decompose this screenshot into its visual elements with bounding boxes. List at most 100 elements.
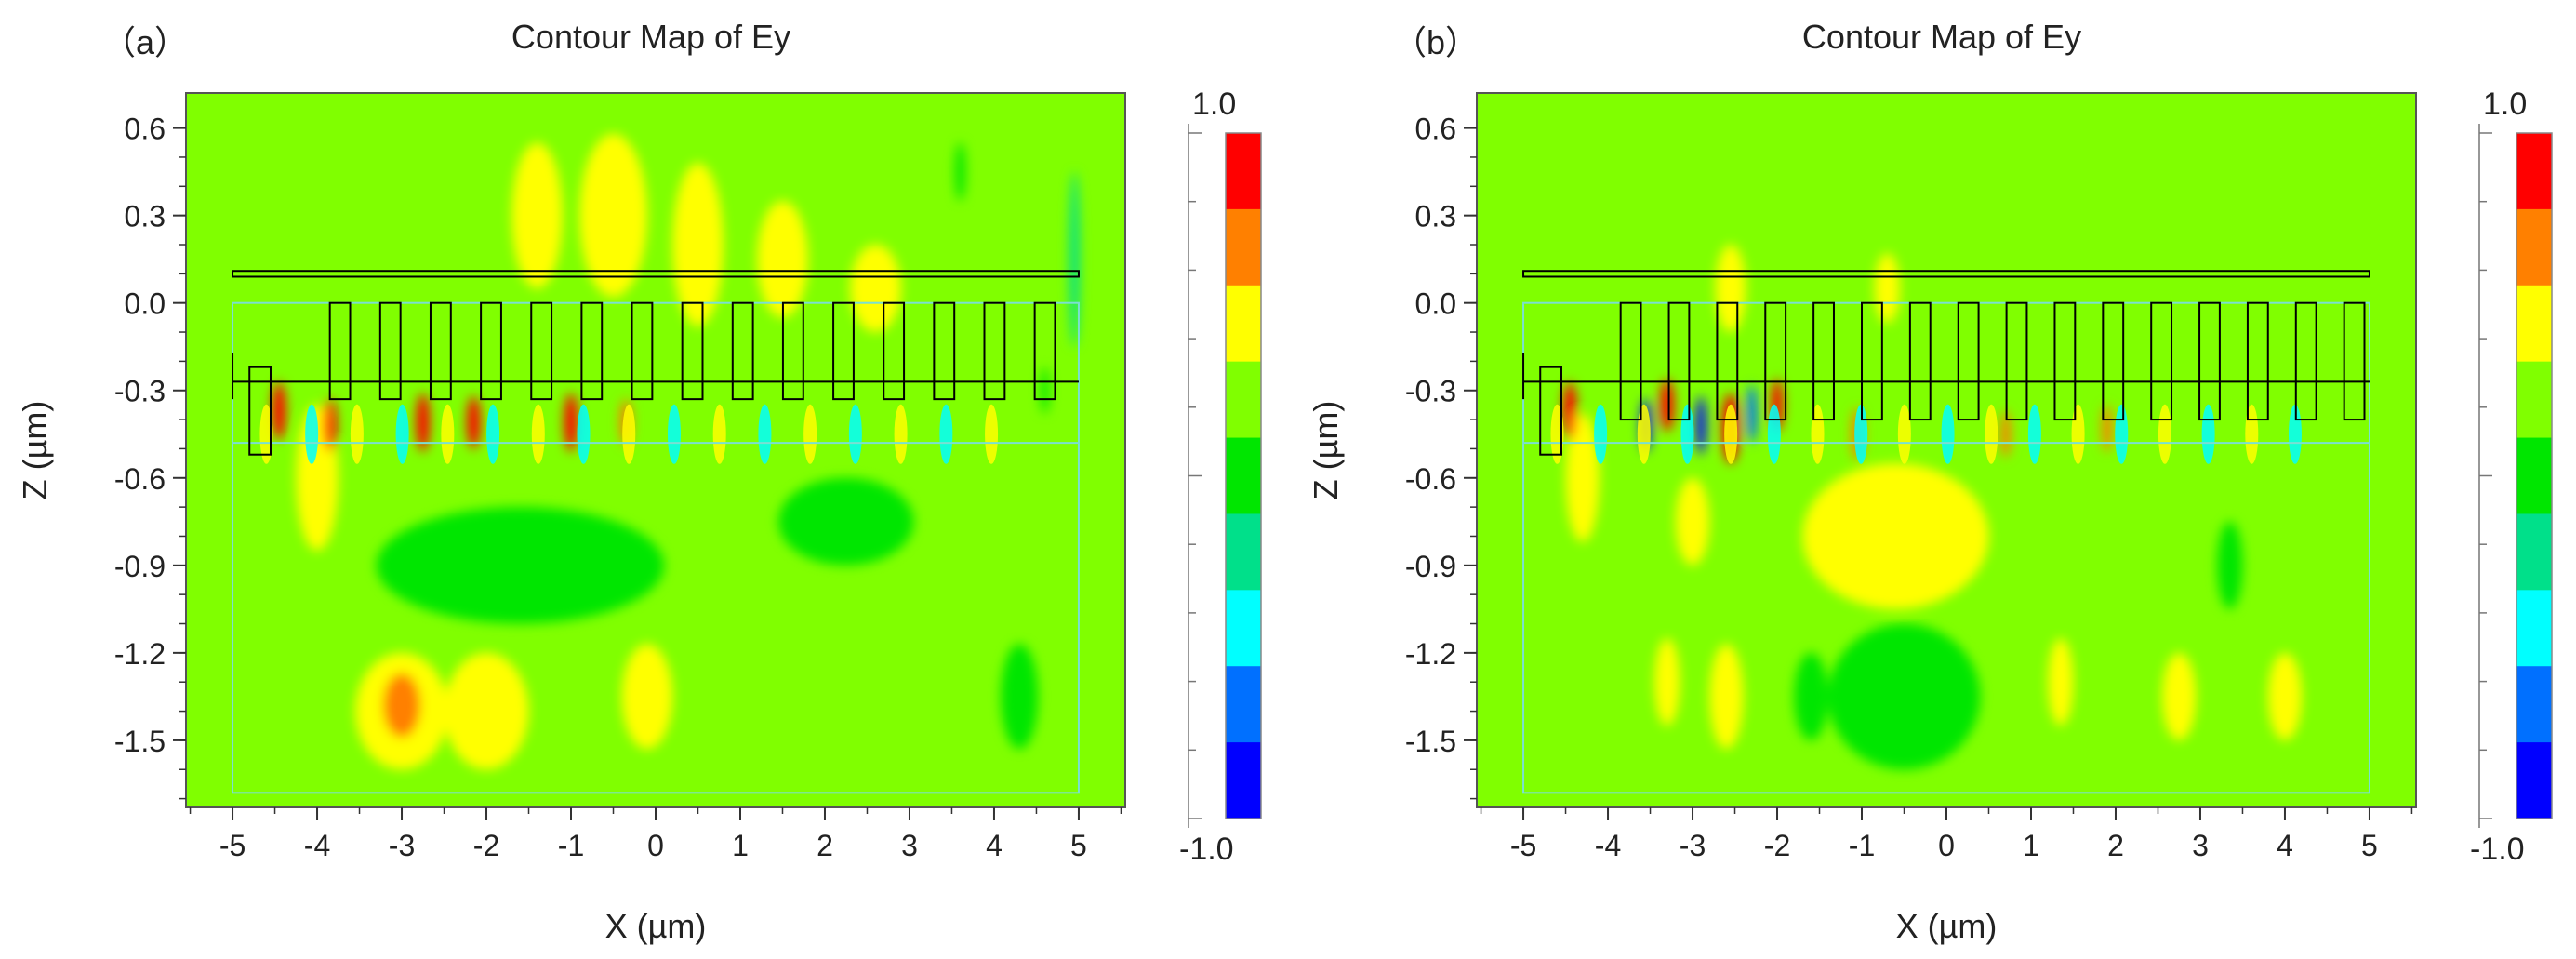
- y-tick-label: 0.3: [125, 200, 166, 233]
- fringe-mark: [939, 404, 953, 464]
- fringe-mark: [1767, 404, 1781, 464]
- colorbar-segment: [2516, 208, 2552, 286]
- grating-tooth: [328, 301, 352, 401]
- fringe-mark: [259, 404, 273, 464]
- plot-area: [186, 93, 1125, 807]
- colorbar-segment: [2516, 742, 2552, 819]
- y-tick-label: -1.2: [1405, 637, 1456, 671]
- y-axis-label: Z (µm): [1307, 401, 1345, 500]
- y-tick-label: 0.6: [125, 113, 166, 146]
- x-tick-label: 4: [986, 829, 1003, 862]
- x-tick-label: 3: [901, 829, 918, 862]
- colorbar-max-label: 1.0: [2483, 87, 2527, 122]
- field-contour: [2000, 410, 2012, 458]
- x-axis-label: X (µm): [605, 907, 707, 945]
- x-tick-label: -2: [1764, 829, 1790, 862]
- fringe-mark: [350, 404, 364, 464]
- y-tick-label: -1.2: [114, 637, 166, 671]
- x-tick-label: -2: [473, 829, 499, 862]
- y-tick-label: -0.9: [1405, 550, 1456, 583]
- field-contour: [2162, 652, 2197, 740]
- field-contour: [672, 163, 724, 326]
- grating-tooth: [2053, 301, 2077, 421]
- grating-tooth: [1716, 301, 1739, 421]
- y-tick-label: 0.6: [1415, 113, 1456, 146]
- grating-tooth: [1812, 301, 1835, 421]
- field-contour: [2267, 652, 2303, 740]
- grating-tooth: [631, 301, 654, 401]
- fringe-mark: [848, 404, 862, 464]
- simulation-region: [1522, 301, 2370, 794]
- field-contour: [1715, 245, 1746, 333]
- colorbar-segment: [1226, 437, 1261, 514]
- chart-title: Contour Map of Ey: [511, 18, 790, 56]
- x-tick-label: 5: [1070, 829, 1087, 862]
- fringe-mark: [2027, 404, 2041, 464]
- grating-tooth: [1667, 301, 1691, 421]
- fringe-mark: [1985, 404, 1998, 464]
- colorbar-segment: [2516, 133, 2552, 210]
- fringe-mark: [1680, 404, 1694, 464]
- colorbar-segment: [1226, 361, 1261, 439]
- grating-tooth: [2246, 301, 2269, 421]
- x-tick-label: 2: [817, 829, 833, 862]
- field-contour: [1874, 253, 1900, 324]
- fringe-mark: [803, 404, 817, 464]
- field-contour: [272, 381, 286, 441]
- field-contour: [1695, 396, 1706, 455]
- grating-tooth: [1957, 301, 1980, 421]
- y-tick-label: -0.6: [1405, 462, 1456, 496]
- x-tick-label: 0: [1938, 829, 1955, 862]
- colorbar: 1.0 -1.0: [1179, 87, 1262, 867]
- field-contour: [1746, 384, 1758, 444]
- x-tick-label: -5: [1510, 829, 1536, 862]
- fringe-mark: [667, 404, 681, 464]
- field-contour: [323, 399, 337, 452]
- field-contour: [511, 142, 563, 289]
- field-contour: [1709, 644, 1744, 750]
- fringe-mark: [1594, 404, 1608, 464]
- y-axis: 0.6 0.3 0.0 -0.3 -0.6 -0.9 -1.2 -1.5: [1405, 113, 1477, 800]
- x-tick-label: 2: [2107, 829, 2124, 862]
- cladding-outline: [1522, 270, 2370, 278]
- grating-tooth: [983, 301, 1006, 401]
- y-tick-label: 0.0: [125, 287, 166, 321]
- field-contour: [383, 673, 421, 738]
- colorbar-min-label: -1.0: [2470, 832, 2525, 867]
- field-contour: [1565, 413, 1600, 542]
- colorbar-segment: [1226, 208, 1261, 286]
- fringe-mark: [577, 404, 591, 464]
- y-tick-label: -1.5: [114, 725, 166, 758]
- grating-tooth: [781, 301, 804, 401]
- x-tick-label: 1: [2023, 829, 2039, 862]
- field-contour: [850, 245, 901, 333]
- colorbar-segment: [1226, 666, 1261, 743]
- grating-tooth: [1619, 301, 1642, 421]
- colorbar-max-label: 1.0: [1192, 87, 1236, 122]
- field-contour: [955, 142, 966, 201]
- field-contour: [2048, 638, 2074, 726]
- fringe-mark: [894, 404, 908, 464]
- field-contour: [1660, 379, 1675, 432]
- field-contour: [1654, 638, 1680, 726]
- grating-tooth: [681, 301, 704, 401]
- colorbar-segment: [1226, 285, 1261, 363]
- y-tick-label: -0.3: [1405, 375, 1456, 408]
- x-tick-label: -5: [219, 829, 246, 862]
- panel-label: （b）: [1393, 23, 1479, 61]
- field-contour: [444, 652, 529, 770]
- colorbar-segment: [1226, 513, 1261, 591]
- colorbar-segment: [2516, 361, 2552, 439]
- fringe-mark: [985, 404, 999, 464]
- grating-tooth: [2343, 301, 2366, 421]
- grating-tooth: [2102, 301, 2125, 421]
- source-element: [1539, 366, 1562, 456]
- fringe-mark: [758, 404, 772, 464]
- grating-tooth: [580, 301, 604, 401]
- colorbar-segment: [2516, 513, 2552, 591]
- colorbar-segment: [2516, 285, 2552, 363]
- field-contour: [1827, 623, 1981, 770]
- field-contour: [1675, 477, 1710, 566]
- grating-tooth: [832, 301, 855, 401]
- chart-panel-a: （a） Contour Map of Ey 0.6 0.3 0.0 -0.3 -0.6 -0.…: [16, 18, 1262, 945]
